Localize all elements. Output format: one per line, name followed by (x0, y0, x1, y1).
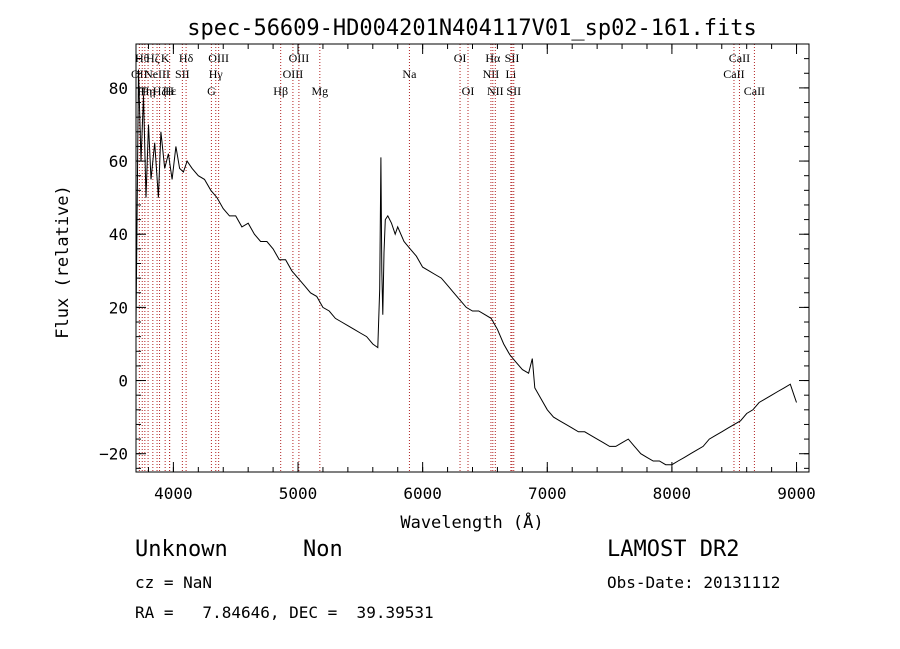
y-tick-label: 0 (118, 372, 128, 391)
line-label: K (161, 51, 170, 65)
line-label: Hδ (179, 51, 194, 65)
chart-title: spec-56609-HD004201N404117V01_sp02-161.f… (187, 16, 757, 41)
y-tick-label: 20 (109, 298, 128, 317)
line-label: Na (402, 67, 417, 81)
line-label: OIII (283, 67, 304, 81)
line-label: OIII (289, 51, 310, 65)
x-tick-label: 8000 (653, 484, 692, 503)
line-label: Hβ (273, 84, 288, 98)
x-tick-label: 4000 (154, 484, 193, 503)
x-tick-label: 6000 (403, 484, 442, 503)
line-label: Hε (163, 84, 177, 98)
line-label: NII (487, 84, 504, 98)
line-label: H (165, 84, 174, 98)
line-label: SII (505, 51, 520, 65)
line-label: OI (462, 84, 475, 98)
line-label: Hζ (146, 51, 160, 65)
x-axis-label: Wavelength (Å) (400, 511, 543, 533)
line-label: Hα (485, 51, 501, 65)
line-label: Hγ (209, 67, 224, 81)
line-label: SII (506, 84, 521, 98)
spectrum-line (135, 69, 797, 466)
survey-name: LAMOST DR2 (607, 537, 740, 562)
x-tick-label: 7000 (528, 484, 567, 503)
object-class: Unknown (135, 537, 228, 562)
line-label: Li (506, 67, 517, 81)
line-label: NII (483, 67, 500, 81)
line-label: Hθ (135, 51, 150, 65)
plot-frame (135, 43, 810, 473)
line-label: CaII (729, 51, 750, 65)
y-axis-label: Flux (relative) (53, 185, 73, 339)
axis-ticks: 4000 5000 6000 7000 8000 9000 −20 0 20 40 60 80 (99, 44, 816, 503)
line-label: G (207, 84, 216, 98)
y-tick-label: −20 (99, 445, 128, 464)
line-label: NeIII (144, 67, 170, 81)
coordinates: RA = 7.84646, DEC = 39.39531 (135, 603, 434, 622)
line-label: OI (454, 51, 467, 65)
y-tick-label: 80 (109, 79, 128, 98)
redshift-value: cz = NaN (135, 573, 213, 592)
line-label: Mg (311, 84, 328, 98)
x-tick-label: 9000 (777, 484, 816, 503)
line-label: CaII (723, 67, 744, 81)
spectral-line-markers: OIIHθHηHηHζNeIIIHζKHHεSIIHδGHγOIIIHβOIII… (131, 44, 765, 472)
x-tick-label: 5000 (279, 484, 318, 503)
line-label: OIII (208, 51, 229, 65)
line-label: Hζ (153, 84, 167, 98)
line-label: CaII (744, 84, 765, 98)
observation-date: Obs-Date: 20131112 (607, 573, 781, 592)
line-label: SII (175, 67, 190, 81)
y-tick-label: 40 (109, 225, 128, 244)
object-subclass: Non (303, 537, 343, 562)
line-label: OII (131, 67, 148, 81)
y-tick-label: 60 (109, 152, 128, 171)
